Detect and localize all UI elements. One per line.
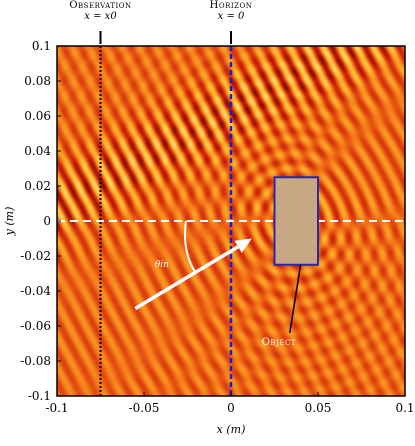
y-tick-label: 0.08 [24,74,51,88]
incidence-angle-label: θin [155,260,169,270]
object-label: Object [262,337,296,348]
object-label-pointer [288,264,302,334]
x-tick-label: 0.05 [305,401,332,415]
y-tick-label: -0.06 [20,319,51,333]
incident-wave-arrow [134,245,240,311]
y-tick-label: 0.06 [24,109,51,123]
x-tick-label: 0.1 [395,401,414,415]
y-tick-label: -0.02 [20,249,51,263]
y-tick-label: -0.08 [20,354,51,368]
y-tick-label: 0.04 [24,144,51,158]
y-axis-label: y (m) [3,207,16,237]
x-tick-label: -0.1 [45,401,68,415]
incident-wave-arrowhead [234,238,252,253]
horizon-equation: x = 0 [218,11,245,22]
observation-label: Observation [69,0,131,11]
x-axis-ticks: -0.1 -0.05 0 0.05 0.1 [45,392,415,415]
x-tick-label: -0.05 [129,401,160,415]
x-axis-label: x (m) [217,423,246,436]
x-tick-label: 0 [227,401,235,415]
y-tick-label: -0.1 [28,389,51,403]
observation-equation: x = x0 [84,11,117,22]
y-axis-ticks: 0.1 0.08 0.06 0.04 0.02 0 -0.02 -0.04 -0.06 -0.08… [20,39,61,403]
y-tick-label: 0.02 [24,179,51,193]
y-tick-label: 0.1 [32,39,51,53]
y-tick-label: 0 [43,214,51,228]
incidence-angle-arc [183,220,197,274]
y-tick-label: -0.04 [20,284,51,298]
scattering-object [273,176,319,266]
horizon-label: Horizon [210,0,253,11]
